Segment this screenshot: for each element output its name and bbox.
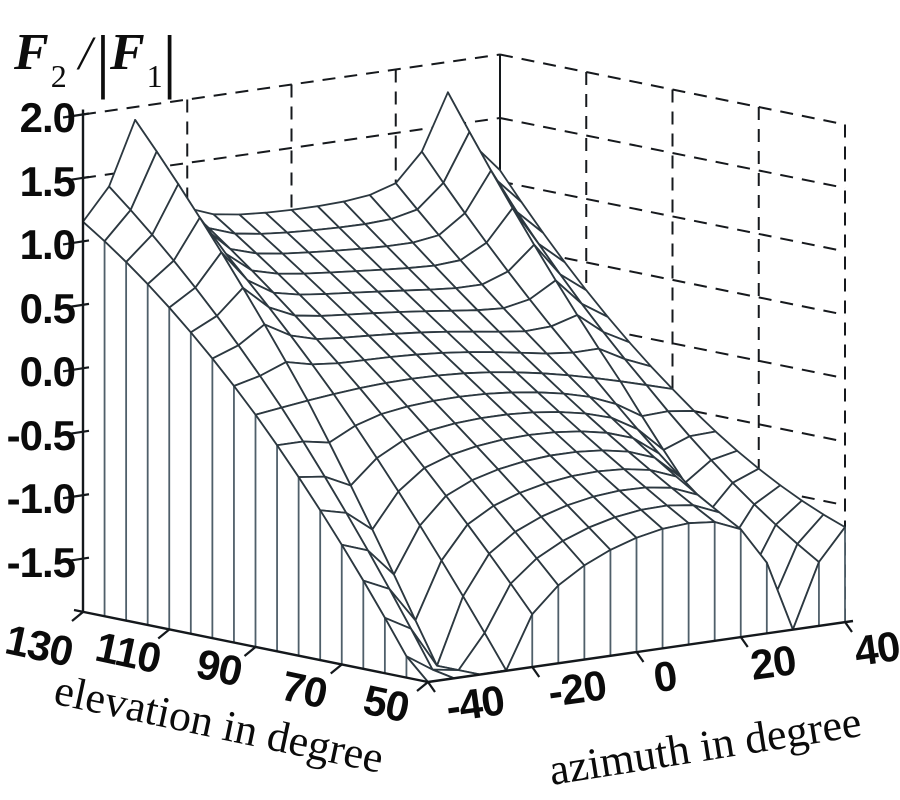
z-axis-tick xyxy=(62,429,90,436)
title-abs-bar-close: | xyxy=(163,22,176,100)
title-sub-2: 2 xyxy=(50,58,67,94)
curtain-panel-left xyxy=(255,414,278,652)
curtain-panel-left xyxy=(363,580,385,674)
z-tick-label: -1.0 xyxy=(6,475,76,522)
curtain-panel-left xyxy=(384,617,407,678)
wall-z-gridline xyxy=(499,116,846,189)
curtain-panel-left xyxy=(277,445,299,656)
title-F2: F xyxy=(14,24,49,81)
curtain-panel-front xyxy=(558,565,585,664)
surface-edge-left xyxy=(82,221,429,683)
azimuth-axis-tick xyxy=(427,681,436,693)
curtain-panel-front xyxy=(584,549,611,660)
elevation-axis-tick xyxy=(330,663,343,675)
elevation-axis-line xyxy=(73,608,429,684)
z-axis-tick xyxy=(62,302,90,309)
azimuth-tick-label: 20 xyxy=(747,636,799,689)
z-tick-label: 2.0 xyxy=(19,94,76,141)
curtain-panel-front xyxy=(532,585,559,667)
z-tick-label: 0.0 xyxy=(19,348,76,395)
surface-mesh xyxy=(82,91,846,683)
plot-title: F2/|F1| xyxy=(14,24,177,96)
wall-z-gridline xyxy=(499,243,846,316)
surface-curtain xyxy=(82,221,846,683)
curtain-panel-left xyxy=(169,307,191,634)
azimuth-tick-label: -40 xyxy=(443,676,507,731)
z-tick-label: -0.5 xyxy=(6,412,76,459)
azimuth-axis-tick xyxy=(739,636,749,648)
azimuth-axis-tick xyxy=(531,666,541,678)
z-axis-tick xyxy=(62,493,90,500)
title-sub-1: 1 xyxy=(146,58,163,94)
curtain-panel-left xyxy=(341,544,364,669)
azimuth-tick-label: 40 xyxy=(851,622,900,675)
curtain-panel-front xyxy=(714,522,741,641)
wall-z-gridline xyxy=(499,180,846,253)
z-tick-label: -1.5 xyxy=(6,539,76,586)
curtain-panel-left xyxy=(298,477,321,661)
title-abs-bar-open: | xyxy=(97,22,109,100)
z-axis-tick xyxy=(62,175,90,183)
elevation-axis-tick xyxy=(71,611,84,622)
curtain-panel-left xyxy=(212,358,234,643)
curtain-panel-left xyxy=(104,241,127,621)
axes xyxy=(62,109,854,693)
curtain-panel-left xyxy=(147,284,170,630)
title-F1: F xyxy=(109,24,145,81)
curtain-panel-left xyxy=(83,221,105,617)
azimuth-axis-tick xyxy=(635,651,645,663)
z-tick-label: 0.5 xyxy=(19,285,76,332)
curtain-panel-front xyxy=(740,529,767,637)
elevation-axis-tick xyxy=(157,628,170,640)
title-divide-slash: / xyxy=(78,27,93,80)
azimuth-axis-tick xyxy=(844,621,853,633)
curtain-panel-front xyxy=(818,527,845,626)
z-tick-label: 1.0 xyxy=(19,221,76,268)
azimuth-tick-label: -20 xyxy=(545,661,609,716)
z-tick-label: 1.5 xyxy=(19,158,76,205)
curtain-panel-left xyxy=(190,332,213,639)
curtain-panel-left xyxy=(126,262,148,626)
curtain-panel-left xyxy=(233,385,256,647)
curtain-panel-front xyxy=(688,522,715,645)
azimuth-axis-line xyxy=(427,619,854,684)
z-axis-tick xyxy=(62,366,90,373)
elevation-axis-tick xyxy=(243,646,257,657)
z-axis-tick xyxy=(62,239,90,246)
elevation-axis-tick xyxy=(416,681,429,692)
curtain-panel-left xyxy=(320,510,342,665)
curtain-panel-front xyxy=(636,528,663,652)
curtain-panel-front xyxy=(662,523,689,649)
z-axis-tick xyxy=(62,112,90,119)
curtain-panel-front xyxy=(610,537,637,656)
z-axis-tick xyxy=(62,556,90,563)
